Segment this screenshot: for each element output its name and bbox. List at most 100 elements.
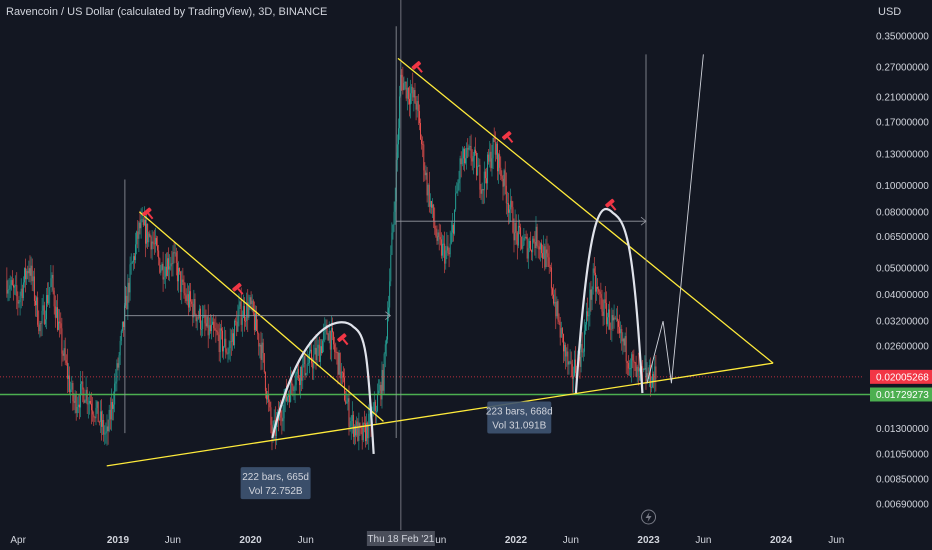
annotation-1[interactable]: 222 bars, 665d Vol 72.752B [240,467,311,500]
candle-body [588,314,590,317]
candle-body [404,82,406,84]
candle-body [459,158,461,180]
candle-body [380,384,382,400]
candle-body [549,267,551,268]
hammer-marker-1[interactable] [142,207,157,222]
hammer-marker-4[interactable] [411,61,426,76]
candle-body [239,301,241,307]
candle-body [185,295,187,302]
time-tick-label: Jun [695,535,711,546]
time-axis[interactable]: Apr 2019 Jun 2020 Jun Jun 2022 Jun 2023 Jun 2024 Ju… [10,531,844,546]
candle-body [590,289,592,300]
candle-body [579,356,581,367]
descending-trendline-1[interactable] [139,211,384,422]
candle-body [130,263,132,265]
candle-body [38,324,40,332]
annotation-bars-text: 223 bars, 668d [486,407,553,418]
candle-body [596,286,597,292]
ascending-trendline[interactable] [106,362,774,467]
candle-body [227,353,229,355]
candle-body [335,351,337,353]
candle-body [314,347,316,355]
candle-body [11,280,13,285]
hammer-marker-3[interactable] [337,333,352,348]
candle-body [135,244,137,260]
candle-body [190,291,192,302]
time-tick-label: Jun [165,535,181,546]
last-price-badge[interactable]: 0.02005268 [870,369,932,384]
candle-body [398,128,399,145]
candle-body [453,224,454,234]
hammer-marker-2[interactable] [232,282,247,297]
candle-body [358,423,360,441]
candle-body [362,422,364,441]
descending-trendline-2[interactable] [397,57,774,364]
candle-body [174,252,176,254]
candle-body [289,395,291,402]
candle-body [348,398,350,427]
candle-body [486,178,487,184]
candle-body [127,282,129,310]
candle-body [80,383,82,408]
candle-body [564,344,566,352]
candle-body [205,323,207,327]
candle-body [140,219,142,229]
arc-cup-1[interactable] [271,321,375,455]
candle-body [330,328,332,350]
candle-body [340,371,342,379]
candle-body [403,83,405,91]
candle-body [25,268,27,280]
candle-body [622,338,624,342]
candle-body [642,366,644,371]
candle-body [425,172,427,176]
candle-body [544,246,546,268]
candle-body [448,253,450,255]
candle-body [505,185,507,204]
candle-body [522,245,524,249]
candle-body [218,334,220,353]
candle-body [514,222,516,241]
candle-body [406,87,408,99]
candle-body [149,233,151,237]
candle-body [123,321,124,327]
time-tick-label: Jun [563,535,579,546]
candle-body [150,236,152,250]
time-tick-label: Jun [430,535,446,546]
time-tick-label: Apr [10,535,26,546]
annotation-2[interactable]: 223 bars, 668d Vol 31.091B [486,401,553,434]
candle-body [321,346,322,354]
candle-body [541,243,542,254]
hammer-marker-6[interactable] [605,198,620,213]
drawing-layer[interactable]: 222 bars, 665d Vol 72.752B 223 bars, 668d V… [0,0,932,530]
candle-body [137,231,139,239]
candle-body [9,285,11,289]
candle-body [556,301,558,317]
time-tick-label: 2020 [239,535,262,546]
price-tick-label: 0.13000000 [876,150,929,161]
arc-cup-2[interactable] [574,207,644,394]
price-badge-bg [870,369,932,384]
candle-body [498,154,500,172]
hammer-handle-icon [416,66,423,73]
candle-body [119,340,121,356]
candle-body [385,339,387,345]
price-axis[interactable]: 0.35000000 0.27000000 0.21000000 0.17000000… [870,32,932,511]
candle-body [302,363,304,381]
candle-body [574,359,575,376]
candle-body [300,366,302,386]
candle-body [427,184,429,196]
candle-body [54,306,56,318]
candle-body [589,289,591,315]
hammer-marker-5[interactable] [502,131,517,146]
projection-path[interactable] [646,54,704,384]
candle-body [85,389,87,401]
candle-body [326,324,328,335]
candle-body [470,146,472,159]
candle-body [146,223,148,244]
candle-body [161,263,163,270]
candle-body [230,341,232,343]
support-price-badge[interactable]: 0.01729273 [870,387,932,402]
lightning-icon[interactable] [641,509,657,525]
candle-body [286,396,288,401]
